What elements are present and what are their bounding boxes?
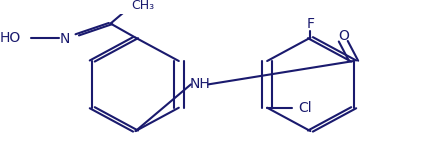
Text: CH₃: CH₃ [131,0,154,12]
Text: O: O [337,29,348,43]
Text: F: F [306,17,314,31]
Text: Cl: Cl [297,101,311,115]
Text: HO: HO [0,31,21,45]
Text: NH: NH [189,77,210,91]
Text: N: N [59,32,70,46]
